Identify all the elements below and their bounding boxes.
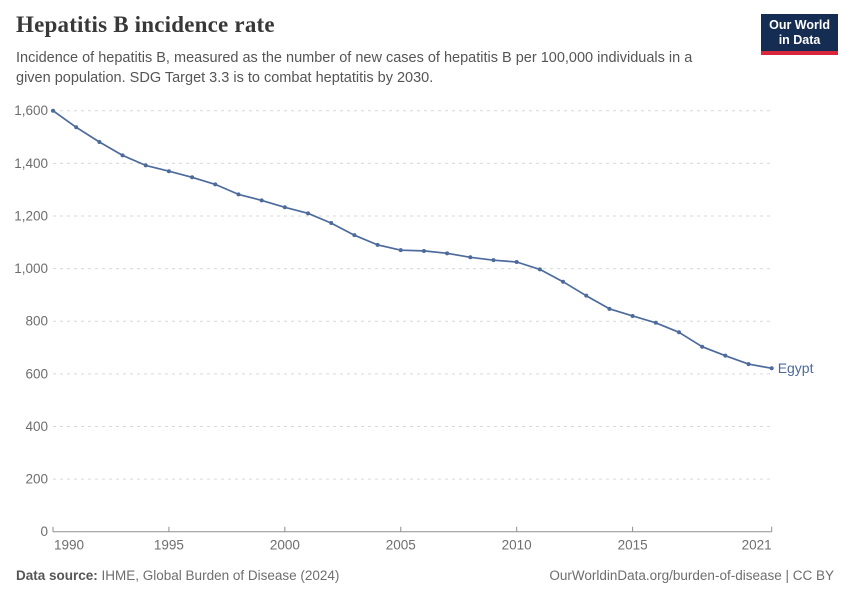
- data-point: [421, 248, 426, 253]
- data-point: [329, 221, 334, 226]
- x-tick-label: 2021: [742, 538, 772, 553]
- data-point: [653, 320, 658, 325]
- data-point: [398, 248, 403, 253]
- data-point: [236, 192, 241, 197]
- data-point: [120, 153, 125, 158]
- data-point: [630, 313, 635, 318]
- data-point: [491, 258, 496, 263]
- y-tick-label: 600: [25, 366, 48, 381]
- page-title: Hepatitis B incidence rate: [16, 12, 275, 37]
- data-point: [607, 306, 612, 311]
- data-point: [306, 211, 311, 216]
- credit-line: OurWorldinData.org/burden-of-disease | C…: [549, 568, 834, 583]
- y-tick-label: 1,400: [14, 156, 48, 171]
- owid-logo-line2: in Data: [778, 33, 821, 47]
- data-point: [445, 251, 450, 256]
- series-end-label: Egypt: [778, 360, 814, 376]
- data-point: [352, 233, 357, 238]
- data-point: [769, 366, 774, 371]
- y-tick-label: 400: [25, 419, 48, 434]
- data-point: [190, 175, 195, 180]
- data-point: [282, 205, 287, 210]
- data-point: [259, 198, 264, 203]
- x-tick-label: 2015: [618, 538, 648, 553]
- x-tick-label: 1995: [154, 538, 184, 553]
- x-tick-label: 2005: [386, 538, 416, 553]
- data-point: [74, 125, 79, 130]
- y-tick-label: 800: [25, 314, 48, 329]
- data-source-value: IHME, Global Burden of Disease (2024): [97, 568, 340, 583]
- data-point: [166, 169, 171, 174]
- data-point: [561, 279, 566, 284]
- series-line: [52, 109, 773, 370]
- owid-logo-line1: Our World: [769, 18, 830, 32]
- x-tick-label: 2000: [270, 538, 300, 553]
- data-point: [468, 255, 473, 260]
- data-point: [213, 182, 218, 187]
- y-tick-label: 0: [40, 524, 48, 539]
- data-point: [514, 259, 519, 264]
- data-point: [51, 108, 55, 113]
- chart-subtitle: Incidence of hepatitis B, measured as th…: [16, 50, 693, 86]
- data-point: [97, 140, 102, 145]
- owid-logo: Our World in Data: [761, 14, 838, 55]
- data-point: [537, 267, 542, 272]
- data-source-note: Data source: IHME, Global Burden of Dise…: [16, 568, 339, 583]
- y-tick-label: 200: [25, 472, 48, 487]
- data-point: [676, 330, 681, 335]
- data-point: [143, 163, 148, 168]
- y-tick-label: 1,200: [14, 208, 48, 223]
- x-tick-label: 1990: [54, 538, 84, 553]
- y-tick-label: 1,600: [14, 103, 48, 118]
- x-tick-label: 2010: [502, 538, 532, 553]
- data-source-label: Data source:: [16, 568, 98, 583]
- data-point: [584, 293, 589, 298]
- data-point: [746, 362, 751, 367]
- data-point: [375, 242, 380, 247]
- data-point: [723, 353, 728, 358]
- y-tick-label: 1,000: [14, 261, 48, 276]
- data-point: [700, 344, 705, 349]
